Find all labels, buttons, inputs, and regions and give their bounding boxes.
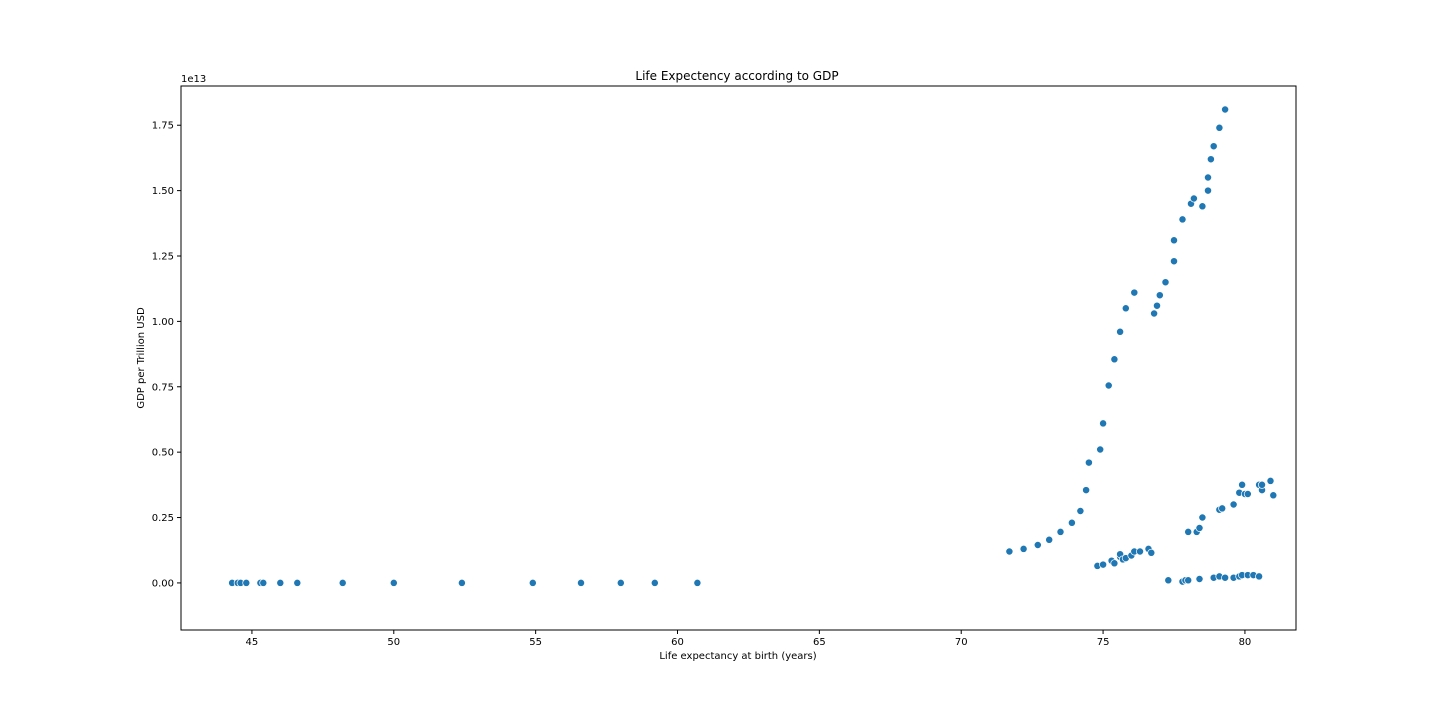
- y-tick-label: 0.25: [152, 513, 174, 524]
- scatter-point: [616, 578, 625, 587]
- scatter-point: [528, 578, 537, 587]
- scatter-point: [293, 578, 302, 587]
- scatter-point: [1221, 105, 1230, 114]
- y-tick-label: 1.75: [152, 121, 174, 132]
- scatter-point: [259, 578, 268, 587]
- scatter-point: [1033, 541, 1042, 549]
- scatter-point: [1084, 458, 1093, 467]
- scatter-point: [1195, 575, 1204, 583]
- scatter-point: [1204, 186, 1212, 195]
- scatter-point: [1045, 535, 1054, 544]
- scatter-point: [1082, 486, 1091, 495]
- scatter-point: [1147, 548, 1156, 557]
- chart-title: Life Expectency according to GDP: [635, 69, 838, 83]
- scatter-point: [1195, 524, 1204, 532]
- scatter-point: [1255, 572, 1264, 581]
- scatter-point: [338, 578, 347, 587]
- scatter-point: [1209, 142, 1218, 151]
- y-tick-label: 1.50: [152, 186, 174, 197]
- scatter-point: [1099, 560, 1108, 569]
- scatter-point: [1164, 576, 1173, 585]
- scatter-point: [242, 578, 251, 587]
- scatter-point: [1204, 173, 1212, 182]
- x-tick-label: 45: [246, 637, 259, 648]
- y-axis-label: GDP per Trillion USD: [136, 307, 147, 409]
- scatter-point: [1076, 507, 1085, 515]
- scatter-point: [276, 578, 285, 587]
- scatter-point: [1266, 476, 1275, 485]
- scatter-point: [1104, 381, 1113, 390]
- scatter-point: [1269, 491, 1278, 500]
- scatter-point: [1184, 576, 1193, 585]
- y-tick-label: 0.75: [152, 382, 174, 393]
- scatter-point: [1110, 355, 1119, 364]
- scatter-point: [1229, 500, 1238, 509]
- scatter-point: [1218, 504, 1227, 513]
- y-tick-label: 0.00: [152, 578, 174, 589]
- scatter-point: [1110, 559, 1119, 568]
- scatter-point: [1155, 291, 1164, 300]
- scatter-point: [1099, 419, 1108, 428]
- x-tick-label: 80: [1239, 637, 1252, 648]
- scatter-point: [1153, 301, 1161, 310]
- scatter-point: [1198, 513, 1207, 522]
- scatter-point: [693, 578, 702, 587]
- scatter-point: [577, 578, 585, 587]
- y-tick-label: 1.25: [152, 252, 174, 263]
- x-tick-label: 50: [387, 637, 400, 648]
- scatter-point: [1170, 257, 1178, 266]
- scatter-point: [1116, 327, 1125, 336]
- scatter-point: [1221, 573, 1230, 582]
- scatter-point: [1019, 544, 1028, 553]
- scatter-point: [1096, 445, 1105, 454]
- x-tick-label: 70: [955, 637, 968, 648]
- scatter-point: [1184, 527, 1193, 536]
- x-axis-label: Life expectancy at birth (years): [659, 651, 816, 662]
- scatter-point: [1243, 490, 1252, 498]
- x-tick-label: 60: [671, 637, 684, 648]
- scatter-point: [1238, 480, 1247, 489]
- scatter-point: [1215, 123, 1224, 132]
- scatter-point: [1198, 202, 1207, 211]
- y-tick-label: 1.00: [152, 317, 174, 328]
- x-tick-label: 75: [1097, 637, 1110, 648]
- y-axis: 0.00 0.25 0.50 0.75 1.00 1.25 1.50 1.75: [152, 121, 181, 589]
- scatter-point: [1258, 480, 1266, 489]
- scatter-point: [650, 578, 659, 587]
- scatter-point: [1170, 236, 1178, 245]
- x-tick-label: 55: [529, 637, 542, 648]
- scatter-point: [1150, 309, 1159, 318]
- scatter-point: [1189, 194, 1198, 203]
- y-tick-label: 0.50: [152, 448, 174, 459]
- x-tick-label: 65: [813, 637, 826, 648]
- scatter-points: [228, 105, 1278, 587]
- scatter-point: [1056, 527, 1065, 536]
- scatter-point: [1136, 547, 1144, 556]
- scatter-point: [1121, 304, 1130, 313]
- scatter-point: [1161, 278, 1170, 287]
- scatter-point: [457, 578, 466, 587]
- scatter-point: [1130, 288, 1139, 297]
- plot-frame: [180, 85, 1297, 631]
- x-axis: 45 50 55 60 65 70 75 80: [246, 630, 1252, 648]
- scatter-point: [1005, 547, 1014, 556]
- scatter-point: [1178, 215, 1187, 224]
- scatter-point: [1206, 155, 1215, 164]
- scatter-point: [389, 578, 398, 587]
- scatter-point: [1067, 518, 1076, 527]
- y-axis-offset-label: 1e13: [181, 74, 206, 85]
